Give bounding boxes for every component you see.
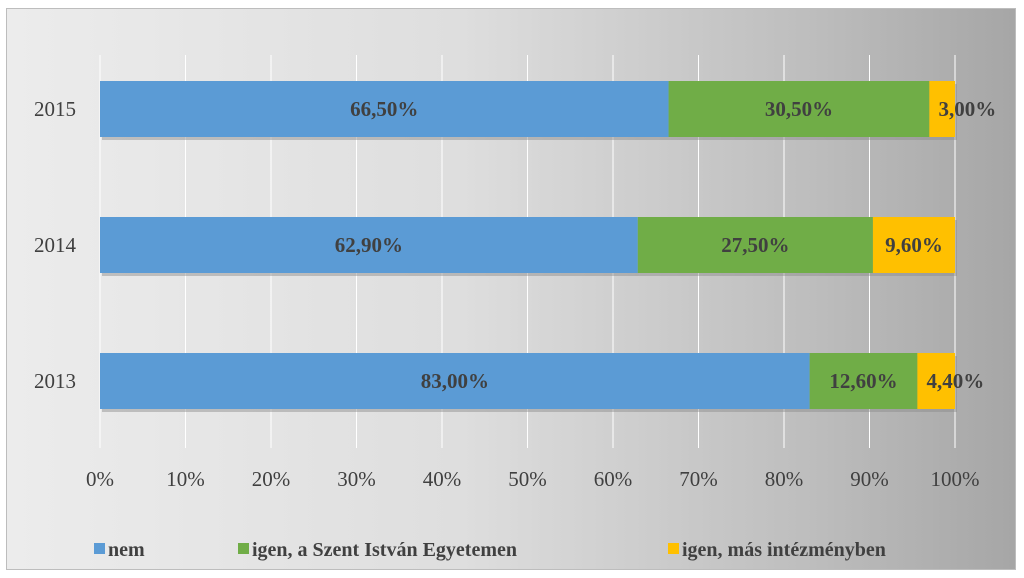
legend-label: nem xyxy=(108,539,145,561)
legend-label: igen, más intézményben xyxy=(682,539,886,561)
x-tick-label: 70% xyxy=(679,467,718,491)
x-tick-label: 10% xyxy=(166,467,205,491)
bar-segment xyxy=(100,217,638,273)
bar-segment xyxy=(637,217,873,273)
data-label: 12,60% xyxy=(829,369,897,393)
y-category-label: 2014 xyxy=(34,233,77,257)
x-tick-label: 100% xyxy=(931,467,980,491)
y-category-label: 2015 xyxy=(34,97,76,121)
bar-segment xyxy=(917,353,955,409)
legend-swatch xyxy=(238,543,249,554)
bar-segment xyxy=(100,81,669,137)
data-label: 62,90% xyxy=(335,233,403,257)
x-tick-label: 40% xyxy=(423,467,462,491)
bar-segment xyxy=(100,353,810,409)
data-label: 66,50% xyxy=(350,97,418,121)
y-category-label: 2013 xyxy=(34,369,76,393)
x-tick-label: 0% xyxy=(86,467,114,491)
x-tick-label: 20% xyxy=(252,467,291,491)
data-label: 30,50% xyxy=(765,97,833,121)
x-tick-label: 50% xyxy=(508,467,547,491)
bar-segment xyxy=(809,353,918,409)
data-label: 83,00% xyxy=(421,369,489,393)
bar-segment xyxy=(872,217,955,273)
x-tick-label: 90% xyxy=(850,467,889,491)
legend-label: igen, a Szent István Egyetemen xyxy=(252,539,517,561)
data-label: 9,60% xyxy=(885,233,943,257)
x-tick-label: 80% xyxy=(765,467,804,491)
legend-swatch xyxy=(94,543,105,554)
data-label: 4,40% xyxy=(927,369,985,393)
data-label: 27,50% xyxy=(721,233,789,257)
x-tick-label: 30% xyxy=(337,467,376,491)
x-tick-label: 60% xyxy=(594,467,633,491)
legend-swatch xyxy=(668,543,679,554)
data-label: 3,00% xyxy=(938,97,996,121)
bar-segment xyxy=(668,81,930,137)
bar-segment xyxy=(929,81,955,137)
